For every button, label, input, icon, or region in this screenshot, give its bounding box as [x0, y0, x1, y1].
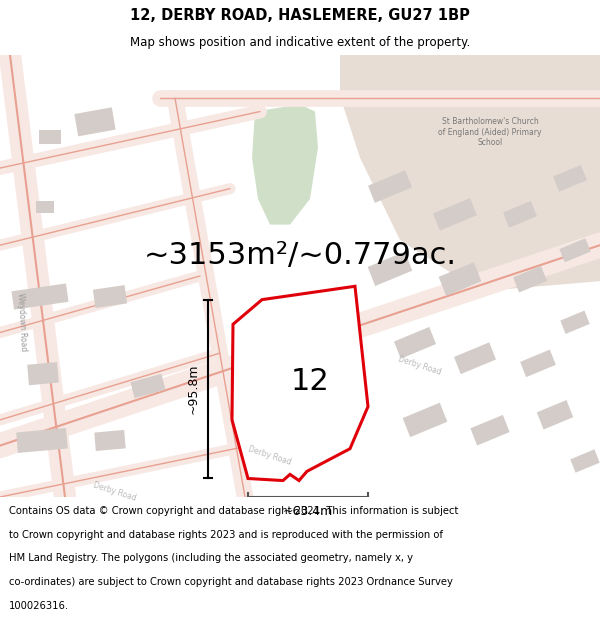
Bar — [394, 327, 436, 359]
Bar — [560, 311, 590, 334]
Bar — [553, 165, 587, 192]
Bar — [537, 400, 573, 429]
Bar — [454, 342, 496, 374]
Bar — [439, 262, 481, 296]
Bar — [470, 415, 509, 446]
Text: 12: 12 — [290, 368, 329, 396]
Bar — [130, 374, 166, 398]
Polygon shape — [232, 286, 368, 481]
Bar — [520, 349, 556, 377]
Bar — [94, 430, 126, 451]
Polygon shape — [340, 55, 600, 291]
Text: Derby Road: Derby Road — [397, 354, 443, 377]
Text: 100026316.: 100026316. — [9, 601, 69, 611]
Text: ~3153m²/~0.779ac.: ~3153m²/~0.779ac. — [143, 241, 457, 270]
Bar — [571, 449, 599, 472]
Bar — [403, 402, 447, 437]
Polygon shape — [252, 104, 318, 224]
Text: ~95.8m: ~95.8m — [187, 364, 200, 414]
Text: Map shows position and indicative extent of the property.: Map shows position and indicative extent… — [130, 36, 470, 49]
Bar — [433, 198, 477, 231]
Bar — [39, 130, 61, 144]
Text: Contains OS data © Crown copyright and database right 2021. This information is : Contains OS data © Crown copyright and d… — [9, 506, 458, 516]
Bar — [368, 252, 412, 286]
Bar — [27, 362, 59, 385]
Text: HM Land Registry. The polygons (including the associated geometry, namely x, y: HM Land Registry. The polygons (includin… — [9, 553, 413, 563]
Text: Derby Road: Derby Road — [247, 445, 293, 467]
Text: Weydown Road: Weydown Road — [16, 293, 28, 352]
Bar — [74, 107, 116, 136]
Bar — [368, 170, 412, 203]
Text: co-ordinates) are subject to Crown copyright and database rights 2023 Ordnance S: co-ordinates) are subject to Crown copyr… — [9, 577, 453, 587]
Bar — [36, 201, 54, 213]
Bar — [559, 238, 590, 262]
Text: 12, DERBY ROAD, HASLEMERE, GU27 1BP: 12, DERBY ROAD, HASLEMERE, GU27 1BP — [130, 8, 470, 23]
Bar — [503, 201, 537, 228]
Bar — [11, 284, 68, 309]
Text: ~63.4m: ~63.4m — [283, 505, 333, 518]
Bar — [93, 285, 127, 308]
Text: Derby Road: Derby Road — [92, 481, 137, 503]
Bar — [16, 428, 68, 453]
Text: to Crown copyright and database rights 2023 and is reproduced with the permissio: to Crown copyright and database rights 2… — [9, 529, 443, 539]
Bar — [513, 266, 547, 292]
Text: St Bartholomew's Church
of England (Aided) Primary
School: St Bartholomew's Church of England (Aide… — [438, 118, 542, 147]
